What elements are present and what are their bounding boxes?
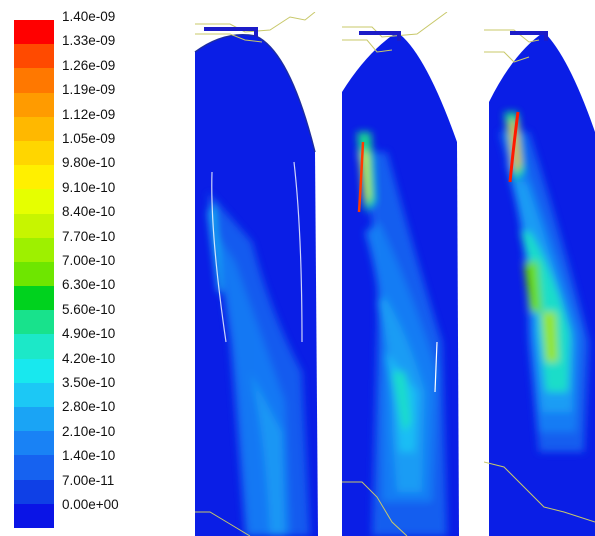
- colorbar-swatch: [14, 189, 54, 214]
- colorbar-swatch: [14, 261, 54, 287]
- colorbar-tick-label: 7.70e-10: [62, 228, 116, 244]
- colorbar-tick-label: 1.33e-09: [62, 33, 116, 49]
- colorbar-swatch: [14, 92, 54, 117]
- colorbar-tick-label: 8.40e-10: [62, 204, 116, 220]
- colorbar: [14, 20, 54, 528]
- colorbar-swatch: [14, 382, 54, 407]
- colorbar-tick-label: 1.26e-09: [62, 57, 116, 73]
- colorbar-swatch: [14, 116, 54, 141]
- contour-panel-3: [484, 12, 595, 536]
- colorbar-tick-label: 4.90e-10: [62, 326, 116, 342]
- colorbar-swatch: [14, 455, 54, 480]
- colorbar-tick-label: 5.60e-10: [62, 301, 116, 317]
- contour-panel-1: [190, 12, 320, 536]
- colorbar-swatch: [14, 334, 54, 359]
- colorbar-tick-label: 3.50e-10: [62, 375, 116, 390]
- colorbar-swatch: [14, 431, 54, 456]
- colorbar-tick-label: 1.05e-09: [62, 131, 116, 146]
- colorbar-tick-label: 9.80e-10: [62, 155, 116, 171]
- colorbar-tick-label: 7.00e-11: [62, 472, 115, 488]
- colorbar-tick-label: 6.30e-10: [62, 277, 116, 293]
- colorbar-tick-label: 9.10e-10: [62, 179, 116, 195]
- colorbar-swatches: [14, 20, 54, 528]
- colorbar-tick-label: 4.20e-10: [62, 350, 116, 366]
- colorbar-tick-label: 0.00e+00: [62, 497, 119, 512]
- colorbar-tick-label: 1.12e-09: [62, 106, 116, 122]
- colorbar-tick-label: 1.19e-09: [62, 82, 116, 98]
- colorbar-swatch: [14, 20, 54, 45]
- contour-panel-2: [337, 12, 467, 536]
- colorbar-swatch: [14, 310, 54, 335]
- colorbar-tick-label: 2.10e-10: [62, 423, 116, 439]
- colorbar-swatch: [14, 140, 54, 166]
- colorbar-swatch: [14, 68, 54, 93]
- colorbar-swatch: [14, 286, 54, 311]
- colorbar-tick-label: 1.40e-10: [62, 448, 116, 464]
- colorbar-swatch: [14, 213, 54, 238]
- colorbar-swatch: [14, 407, 54, 432]
- colorbar-swatch: [14, 479, 54, 504]
- colorbar-swatch: [14, 44, 54, 69]
- colorbar-swatch: [14, 165, 54, 190]
- colorbar-tick-label: 2.80e-10: [62, 399, 116, 415]
- colorbar-swatch: [14, 358, 54, 383]
- colorbar-tick-label: 7.00e-10: [62, 253, 116, 268]
- colorbar-swatch: [14, 503, 54, 528]
- colorbar-labels: 1.40e-09 1.33e-09 1.26e-09 1.19e-09 1.12e-09…: [62, 0, 172, 536]
- colorbar-tick-label: 1.40e-09: [62, 9, 116, 24]
- colorbar-swatch: [14, 237, 54, 262]
